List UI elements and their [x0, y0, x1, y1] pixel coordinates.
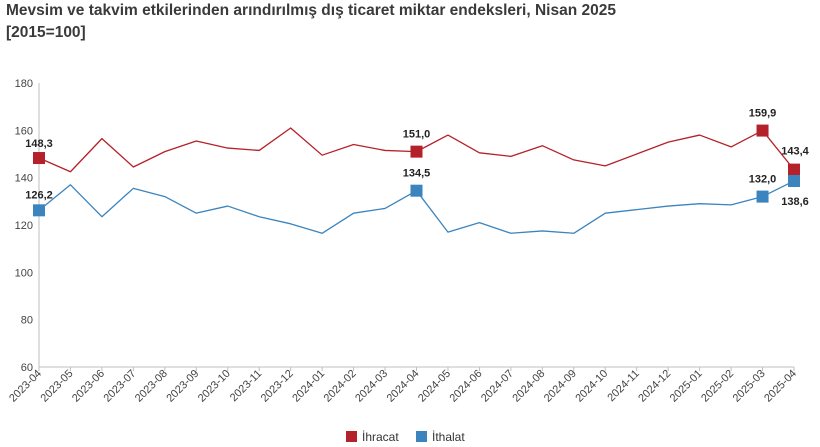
y-tick-label: 80: [21, 315, 33, 327]
data-label: 159,9: [749, 108, 777, 120]
x-tick-label: 2023-10: [196, 368, 233, 405]
chart-title: Mevsim ve takvim etkilerinden arındırılm…: [6, 2, 616, 19]
x-tick-label: 2023-08: [133, 368, 170, 405]
x-tick-label: 2024-06: [448, 368, 485, 405]
x-tick-label: 2023-12: [259, 368, 296, 405]
y-tick-label: 120: [15, 220, 33, 232]
data-point-marker: [756, 124, 769, 137]
legend-swatch-ihracat: [346, 431, 357, 442]
x-tick-label: 2025-03: [731, 368, 768, 405]
data-label: 126,2: [25, 189, 53, 201]
x-tick-label: 2023-11: [228, 368, 264, 404]
chart-series-lines: [38, 127, 795, 234]
x-tick-label: 2025-01: [668, 368, 705, 405]
x-tick-label: 2024-01: [290, 368, 327, 405]
chart-data-labels: 148,3 151,0 159,9 143,4 126,2 134,5 132,0 138,6: [25, 108, 809, 208]
x-tick-label: 2024-10: [573, 368, 610, 405]
legend-label-ihracat: İhracat: [362, 430, 399, 444]
x-tick-label: 2024-04: [385, 368, 422, 405]
x-tick-label: 2023-09: [164, 368, 201, 405]
data-label: 132,0: [749, 174, 777, 186]
legend-label-ithalat: İthalat: [432, 430, 465, 444]
data-point-marker: [788, 163, 800, 176]
x-tick-label: 2025-02: [699, 368, 736, 405]
x-tick-label: 2024-05: [416, 368, 453, 405]
x-tick-label: 2023-05: [39, 368, 76, 405]
x-tick-label: 2024-03: [353, 368, 390, 405]
data-label: 148,3: [25, 138, 53, 150]
data-point-marker: [788, 174, 800, 187]
data-point-marker: [410, 184, 423, 197]
x-tick-label: 2023-07: [101, 368, 138, 405]
data-label: 151,0: [403, 129, 431, 141]
legend-swatch-ithalat: [416, 431, 427, 442]
x-tick-label: 2024-08: [510, 368, 547, 405]
data-point-marker: [756, 190, 769, 203]
data-label: 134,5: [403, 168, 431, 180]
y-tick-label: 60: [21, 362, 33, 374]
y-tick-label: 100: [15, 267, 33, 279]
chart-subtitle: [2015=100]: [6, 24, 86, 41]
data-point-marker: [33, 204, 45, 217]
x-tick-label: 2024-12: [636, 368, 673, 405]
data-point-marker: [410, 145, 423, 158]
x-tick-label: 2024-09: [542, 368, 579, 405]
y-tick-label: 140: [15, 173, 33, 185]
y-tick-label: 160: [15, 125, 33, 137]
data-point-marker: [33, 152, 45, 165]
x-tick-label: 2024-07: [479, 368, 516, 405]
chart-legend: İhracat İthalat: [346, 430, 465, 444]
x-tick-label: 2024-11: [605, 368, 641, 404]
chart-markers: [33, 124, 800, 217]
data-label: 138,6: [781, 196, 809, 208]
x-tick-label: 2024-02: [322, 368, 359, 405]
y-tick-label: 180: [15, 78, 33, 90]
chart-axes: 60801001201401601802023-042023-052023-06…: [7, 78, 799, 405]
x-tick-label: 2025-04: [762, 368, 799, 405]
data-label: 143,4: [781, 146, 809, 158]
x-tick-label: 2023-06: [70, 368, 107, 405]
